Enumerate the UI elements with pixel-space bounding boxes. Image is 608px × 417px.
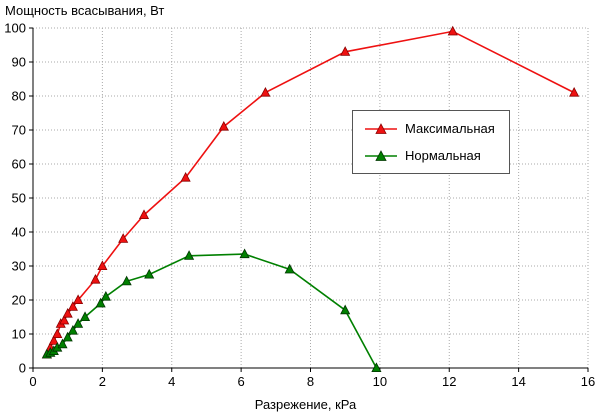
svg-text:30: 30 (12, 259, 26, 274)
svg-text:40: 40 (12, 225, 26, 240)
svg-text:6: 6 (238, 374, 245, 389)
legend-item-maximum: Максимальная (365, 121, 495, 136)
svg-text:0: 0 (29, 374, 36, 389)
svg-text:10: 10 (12, 327, 26, 342)
chart-title: Мощность всасывания, Вт (5, 3, 165, 18)
legend-label-normal: Нормальная (405, 148, 481, 163)
legend-item-normal: Нормальная (365, 148, 495, 163)
svg-text:20: 20 (12, 293, 26, 308)
svg-text:90: 90 (12, 55, 26, 70)
svg-text:12: 12 (442, 374, 456, 389)
svg-text:2: 2 (99, 374, 106, 389)
triangle-marker-green-icon (365, 149, 397, 161)
svg-text:50: 50 (12, 191, 26, 206)
svg-text:10: 10 (373, 374, 387, 389)
svg-text:100: 100 (4, 21, 26, 36)
svg-text:70: 70 (12, 123, 26, 138)
svg-text:80: 80 (12, 89, 26, 104)
svg-text:16: 16 (581, 374, 595, 389)
triangle-marker-red-icon (365, 122, 397, 134)
svg-text:8: 8 (307, 374, 314, 389)
svg-text:0: 0 (19, 361, 26, 376)
legend-label-maximum: Максимальная (405, 121, 495, 136)
svg-text:60: 60 (12, 157, 26, 172)
svg-text:Разрежение, кРа: Разрежение, кРа (255, 397, 357, 412)
svg-text:4: 4 (168, 374, 175, 389)
chart-legend: Максимальная Нормальная (352, 110, 510, 174)
svg-text:14: 14 (511, 374, 525, 389)
